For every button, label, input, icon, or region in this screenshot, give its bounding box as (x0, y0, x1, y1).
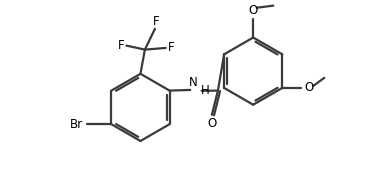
Text: O: O (304, 81, 313, 94)
Text: F: F (152, 15, 159, 28)
Text: O: O (207, 117, 216, 130)
Text: F: F (118, 39, 125, 52)
Text: Br: Br (70, 118, 83, 131)
Text: O: O (248, 4, 258, 17)
Text: F: F (168, 41, 174, 54)
Text: N: N (189, 76, 198, 89)
Text: H: H (201, 84, 210, 97)
